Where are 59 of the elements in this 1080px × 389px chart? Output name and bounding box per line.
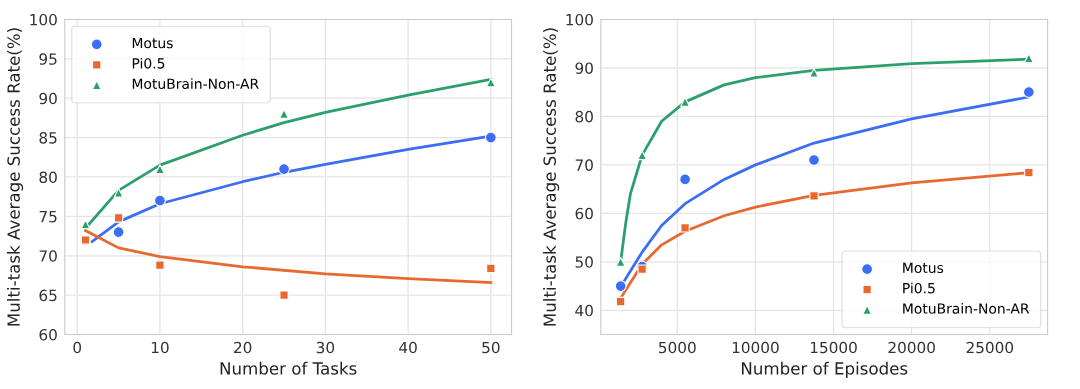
legend-label: MotuBrain-Non-AR bbox=[132, 78, 259, 90]
point bbox=[680, 223, 690, 233]
y-tick-label: 40 bbox=[575, 304, 593, 317]
point bbox=[614, 280, 627, 292]
point bbox=[112, 226, 125, 239]
x-tick-label: 10000 bbox=[732, 341, 779, 354]
point bbox=[484, 131, 497, 144]
y-tick-label: 80 bbox=[575, 110, 593, 123]
x-tick-label: 30 bbox=[316, 341, 335, 354]
y-tick-label: 85 bbox=[39, 132, 57, 144]
y-axis-title: Multi-task Average Success Rate(%) bbox=[543, 28, 560, 326]
y-tick-label: 100 bbox=[566, 13, 593, 26]
point bbox=[113, 213, 124, 223]
point bbox=[808, 154, 820, 166]
point bbox=[809, 191, 819, 201]
legend-label: Motus bbox=[132, 37, 173, 49]
point bbox=[1024, 167, 1034, 178]
y-axis-title: Multi-task Average Success Rate(%) bbox=[7, 28, 24, 326]
y-tick-label: 50 bbox=[575, 256, 593, 268]
x-tick-label: 15000 bbox=[810, 341, 857, 354]
y-tick-label: 65 bbox=[39, 289, 57, 302]
point bbox=[155, 260, 165, 270]
point bbox=[486, 263, 496, 274]
point bbox=[154, 194, 166, 207]
x-tick-label: 0 bbox=[73, 341, 82, 354]
y-tick-label: 70 bbox=[575, 159, 593, 171]
point bbox=[679, 173, 692, 186]
y-tick-label: 70 bbox=[39, 250, 57, 262]
y-tick-label: 90 bbox=[575, 62, 593, 74]
point bbox=[278, 163, 290, 176]
x-axis-title: Number of Tasks bbox=[220, 361, 357, 375]
legend-label: Motus bbox=[903, 262, 944, 274]
point bbox=[80, 235, 91, 245]
x-tick-label: 20000 bbox=[888, 341, 935, 354]
point bbox=[809, 67, 819, 78]
point bbox=[637, 264, 647, 274]
legend-label: Pi0.5 bbox=[132, 57, 165, 69]
point bbox=[680, 96, 691, 107]
y-tick-label: 100 bbox=[30, 13, 57, 26]
legend-label: Pi0.5 bbox=[903, 282, 935, 294]
point bbox=[279, 290, 289, 300]
x-tick-label: 20 bbox=[234, 341, 252, 354]
x-axis-title: Number of Episodes bbox=[742, 361, 908, 378]
x-tick-label: 10 bbox=[151, 341, 169, 354]
y-tick-label: 90 bbox=[39, 92, 57, 105]
point bbox=[279, 109, 289, 119]
x-tick-label: 40 bbox=[399, 341, 417, 354]
point bbox=[615, 256, 626, 267]
x-tick-label: 50 bbox=[482, 341, 500, 354]
y-tick-label: 60 bbox=[575, 207, 593, 220]
point bbox=[1022, 86, 1035, 99]
y-tick-label: 95 bbox=[39, 53, 57, 65]
y-tick-label: 75 bbox=[39, 211, 57, 223]
y-tick-label: 80 bbox=[39, 171, 57, 184]
x-tick-label: 5000 bbox=[659, 341, 696, 354]
point bbox=[113, 187, 124, 198]
y-tick-label: 60 bbox=[39, 329, 57, 341]
x-tick-label: 25000 bbox=[966, 341, 1014, 354]
legend-label: MotuBrain-Non-AR bbox=[903, 303, 1030, 314]
